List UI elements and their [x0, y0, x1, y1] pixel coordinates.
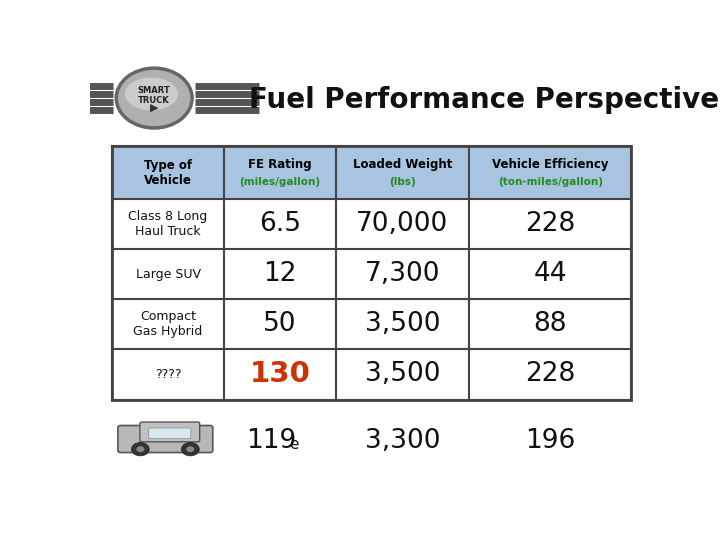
Ellipse shape — [125, 77, 178, 110]
Text: Large SUV: Large SUV — [135, 268, 201, 281]
Circle shape — [132, 443, 149, 456]
Text: 12: 12 — [263, 261, 297, 287]
Text: ▶: ▶ — [150, 102, 158, 112]
Text: Fuel Performance Perspective: Fuel Performance Perspective — [249, 86, 719, 114]
Bar — [112, 146, 631, 199]
Text: 3,300: 3,300 — [365, 428, 440, 454]
Text: 130: 130 — [249, 361, 310, 388]
FancyBboxPatch shape — [118, 426, 213, 453]
Text: 50: 50 — [263, 312, 297, 338]
Text: 88: 88 — [534, 312, 567, 338]
Text: Loaded Weight: Loaded Weight — [353, 158, 452, 171]
Text: Vehicle Efficiency: Vehicle Efficiency — [492, 158, 608, 171]
Text: Type of
Vehicle: Type of Vehicle — [144, 159, 192, 186]
Text: 119: 119 — [246, 428, 297, 454]
Text: 70,000: 70,000 — [356, 211, 449, 237]
Text: FE Rating: FE Rating — [248, 158, 312, 171]
Text: Class 8 Long
Haul Truck: Class 8 Long Haul Truck — [128, 210, 208, 238]
Text: (miles/gallon): (miles/gallon) — [239, 177, 320, 187]
Text: 228: 228 — [525, 361, 575, 388]
Circle shape — [136, 446, 144, 452]
Text: 196: 196 — [525, 428, 575, 454]
Text: 6.5: 6.5 — [258, 211, 301, 237]
Text: 3,500: 3,500 — [365, 312, 440, 338]
Text: 44: 44 — [534, 261, 567, 287]
Ellipse shape — [116, 68, 192, 128]
Text: ????: ???? — [155, 368, 181, 381]
Text: SMART: SMART — [138, 86, 171, 95]
Circle shape — [186, 446, 194, 452]
Text: 228: 228 — [525, 211, 575, 237]
Text: TRUCK: TRUCK — [138, 96, 170, 105]
Text: Compact
Gas Hybrid: Compact Gas Hybrid — [133, 310, 203, 339]
Text: 3,500: 3,500 — [365, 361, 440, 388]
Text: 7,300: 7,300 — [365, 261, 440, 287]
Text: e: e — [289, 437, 298, 453]
Circle shape — [181, 443, 199, 456]
Text: (lbs): (lbs) — [389, 177, 416, 187]
Text: (ton-miles/gallon): (ton-miles/gallon) — [498, 177, 603, 187]
FancyBboxPatch shape — [149, 428, 191, 438]
Bar — [112, 146, 631, 400]
FancyBboxPatch shape — [140, 422, 199, 442]
